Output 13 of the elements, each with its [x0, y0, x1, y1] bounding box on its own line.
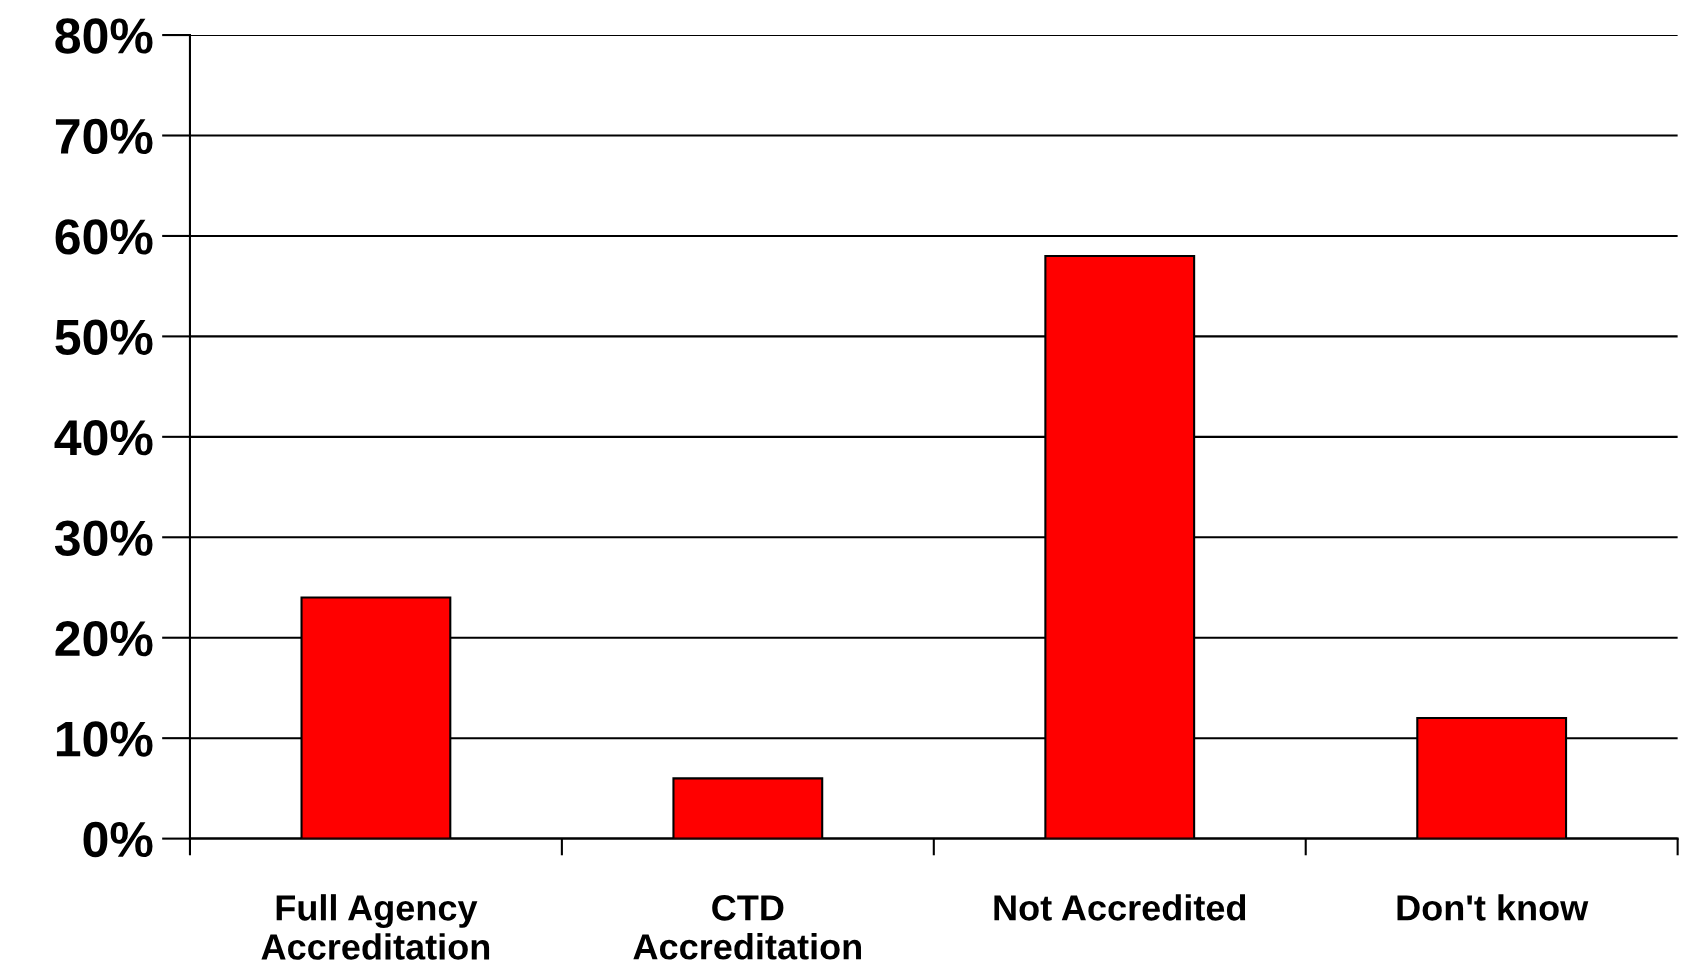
y-tick-label: 0%	[83, 821, 153, 858]
y-tick-label: 40%	[54, 420, 153, 456]
y-tick-label: 70%	[55, 118, 153, 155]
y-tick-label: 50%	[55, 319, 153, 355]
y-tick-label: 80%	[55, 18, 153, 54]
y-tick-label: 10%	[56, 721, 153, 757]
x-tick-label: CTD Accreditation	[633, 895, 861, 960]
y-tick-label: 20%	[55, 620, 153, 657]
x-tick-label: Full Agency Accreditation	[261, 894, 490, 960]
x-tick-label: Don't know	[1397, 894, 1589, 921]
y-tick-label: 30%	[54, 520, 153, 556]
x-tick-label: Not Accredited	[994, 894, 1246, 921]
y-tick-label: 60%	[55, 219, 153, 255]
